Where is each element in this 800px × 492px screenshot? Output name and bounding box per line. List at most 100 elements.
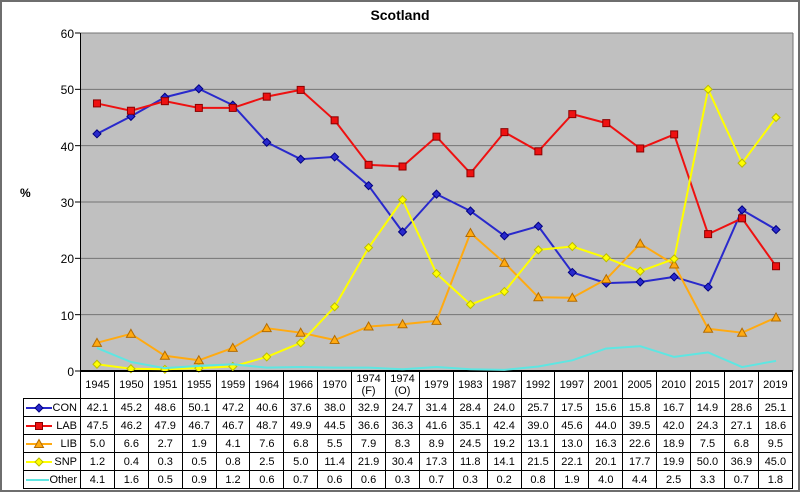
data-point-con	[669, 272, 679, 282]
value-cell-lab: 44.5	[317, 416, 353, 435]
value-cell-lib: 8.3	[385, 434, 420, 453]
year-header-cell: 1997	[554, 371, 590, 399]
data-point-lib	[397, 318, 408, 329]
value-cell-lib: 16.3	[588, 434, 624, 453]
data-point-con	[499, 231, 510, 241]
y-tick-label: 20	[60, 252, 74, 267]
year-header-cell: 1974 (F)	[351, 371, 387, 399]
value-cell-lab: 18.6	[757, 416, 794, 435]
value-cell-con: 14.9	[690, 398, 725, 417]
legend-cell-other: Other	[23, 470, 81, 489]
y-tick-label: 40	[60, 139, 74, 154]
data-point-lib	[702, 323, 714, 333]
data-point-lab	[636, 144, 645, 153]
value-cell-snp: 17.3	[418, 452, 454, 471]
value-cell-lib: 9.5	[757, 434, 794, 453]
value-cell-con: 32.9	[351, 398, 387, 417]
data-point-lib	[431, 315, 442, 325]
value-cell-lab: 47.5	[80, 416, 115, 435]
data-point-lib	[600, 273, 612, 284]
data-point-con	[262, 137, 272, 147]
data-point-con	[431, 189, 442, 199]
data-point-lib	[533, 291, 544, 302]
data-point-snp	[601, 253, 611, 263]
value-cell-snp: 17.7	[622, 452, 658, 471]
data-point-snp	[533, 245, 544, 255]
value-cell-other: 0.6	[351, 470, 387, 489]
legend-label: Other	[49, 473, 77, 486]
value-cell-snp: 45.0	[757, 452, 794, 471]
year-header-cell: 2005	[622, 371, 658, 399]
value-cell-con: 40.6	[249, 398, 285, 417]
year-header-cell: 2001	[588, 371, 624, 399]
data-point-snp	[431, 268, 442, 279]
value-cell-snp: 0.3	[147, 452, 183, 471]
legend-marker-other-icon	[26, 478, 50, 481]
year-header-cell: 2010	[656, 371, 692, 399]
data-point-lab	[228, 103, 237, 112]
data-point-con	[194, 84, 204, 94]
data-point-lib	[363, 320, 374, 331]
y-tick-label: 60	[60, 27, 74, 41]
value-cell-snp: 11.8	[452, 452, 488, 471]
year-header-cell: 1987	[486, 371, 522, 399]
y-tick-label: 0	[67, 365, 74, 379]
data-point-lib	[465, 227, 476, 237]
data-point-snp	[465, 299, 476, 310]
data-point-con	[703, 282, 713, 292]
value-cell-snp: 5.0	[283, 452, 319, 471]
value-cell-snp: 20.1	[588, 452, 624, 471]
legend-marker-lab-icon	[26, 421, 52, 430]
value-cell-other: 0.8	[520, 470, 556, 489]
data-point-con	[295, 154, 306, 164]
year-header-cell: 1979	[418, 371, 454, 399]
data-point-lab	[534, 147, 543, 156]
y-tick-label: 30	[60, 196, 74, 210]
data-point-con	[465, 206, 476, 216]
value-cell-lib: 18.9	[656, 434, 692, 453]
value-cell-other: 0.9	[181, 470, 217, 489]
value-cell-lib: 13.0	[554, 434, 590, 453]
value-cell-lab: 46.7	[181, 416, 217, 435]
chart-title: Scotland	[370, 7, 430, 23]
value-cell-lib: 8.9	[418, 434, 454, 453]
y-axis-label: %	[20, 186, 31, 200]
value-cell-lib: 7.5	[690, 434, 725, 453]
data-point-snp	[669, 254, 679, 264]
data-point-snp	[295, 338, 306, 348]
value-cell-other: 1.2	[215, 470, 251, 489]
legend-marker-lib-icon	[26, 437, 52, 448]
value-cell-other: 0.3	[385, 470, 420, 489]
data-point-lab	[602, 119, 611, 128]
value-cell-other: 4.0	[588, 470, 624, 489]
value-cell-other: 1.9	[554, 470, 590, 489]
value-cell-lab: 49.9	[283, 416, 319, 435]
data-point-lib	[329, 334, 340, 345]
y-tick-label: 50	[60, 83, 74, 98]
data-point-snp	[567, 241, 578, 252]
data-point-lib	[770, 311, 782, 322]
data-point-con	[737, 205, 747, 215]
value-cell-con: 47.2	[215, 398, 251, 417]
value-cell-lab: 39.0	[520, 416, 556, 435]
data-point-lib	[91, 337, 103, 347]
data-point-lab	[126, 106, 135, 115]
value-cell-lab: 27.1	[723, 416, 759, 435]
value-cell-lab: 42.4	[486, 416, 522, 435]
data-point-lib	[159, 350, 171, 360]
data-point-lab	[330, 116, 339, 125]
value-cell-con: 15.6	[588, 398, 624, 417]
data-point-lab	[432, 132, 441, 141]
legend-cell-lib: LIB	[23, 434, 81, 453]
data-point-lab	[398, 162, 407, 171]
value-cell-con: 42.1	[80, 398, 115, 417]
table-corner-spacer	[24, 372, 81, 399]
data-point-lib	[261, 322, 273, 333]
plot-area	[75, 32, 794, 375]
value-cell-con: 24.0	[486, 398, 522, 417]
data-point-lab	[160, 97, 169, 106]
value-cell-other: 3.3	[690, 470, 725, 489]
value-cell-lib: 24.5	[452, 434, 488, 453]
value-cell-snp: 14.1	[486, 452, 522, 471]
value-cell-con: 25.7	[520, 398, 556, 417]
